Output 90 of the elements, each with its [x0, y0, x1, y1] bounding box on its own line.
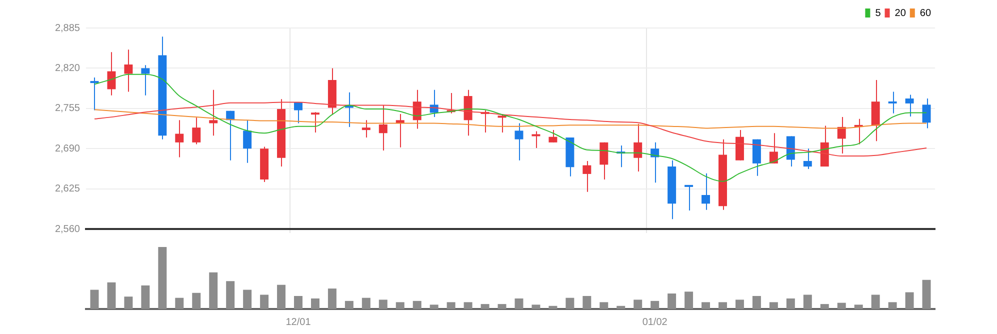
bar: [226, 281, 235, 309]
candlestick: [124, 49, 133, 92]
bar: [566, 298, 574, 309]
bar: [905, 292, 914, 309]
candlestick: [209, 89, 218, 136]
bar: [820, 304, 829, 309]
bar: [90, 290, 99, 309]
y-tick-label: 2,690: [54, 143, 80, 154]
bar: [378, 300, 388, 309]
bar: [362, 298, 370, 309]
bar: [548, 306, 558, 309]
bar: [888, 302, 897, 309]
bar: [582, 296, 592, 309]
candlestick: [498, 113, 506, 134]
bar: [803, 294, 812, 309]
bar: [260, 294, 269, 309]
x-tick-label: 12/01: [286, 316, 312, 328]
bar: [922, 280, 931, 309]
bar: [616, 306, 626, 309]
candlestick: [905, 94, 914, 117]
candlestick: [600, 142, 608, 180]
y-tick-label: 2,560: [54, 224, 80, 235]
bar: [107, 282, 116, 309]
candlestick: [107, 52, 116, 96]
candlestick: [634, 123, 642, 172]
y-tick-label: 2,625: [54, 184, 80, 195]
bar: [396, 302, 404, 309]
bar: [735, 300, 744, 309]
legend-label: 20: [894, 8, 906, 19]
candlestick: [378, 104, 388, 151]
candlestick: [141, 64, 150, 96]
bar: [498, 304, 506, 309]
bar: [480, 304, 490, 309]
bar: [718, 302, 727, 309]
legend-label: 5: [875, 8, 882, 19]
candlestick: [90, 76, 99, 111]
candlestick: [175, 120, 184, 158]
legend-label: 60: [920, 8, 932, 19]
candlestick: [888, 91, 897, 114]
bar: [412, 300, 422, 309]
bar: [464, 302, 472, 309]
bar: [769, 302, 778, 309]
candlestick: [294, 102, 302, 124]
x-tick-label: 01/02: [642, 316, 668, 328]
bar: [209, 272, 218, 309]
candlestick: [243, 120, 252, 164]
bar: [294, 296, 302, 309]
candlestick: [769, 132, 778, 164]
candlestick: [702, 172, 710, 210]
bar: [124, 296, 133, 309]
bar: [684, 292, 694, 309]
bar: [175, 298, 184, 309]
bar: [668, 294, 676, 309]
bar: [192, 292, 201, 309]
bar: [854, 304, 863, 309]
y-tick-label: 2,755: [54, 103, 80, 114]
bar: [871, 294, 880, 309]
candlestick: [582, 160, 592, 192]
bar: [650, 300, 660, 309]
bar: [430, 304, 438, 309]
y-tick-label: 2,820: [54, 62, 80, 74]
candlestick: [514, 122, 524, 161]
candlestick: [786, 136, 795, 168]
bar: [243, 290, 252, 309]
bar: [141, 285, 150, 309]
bar: [344, 300, 354, 309]
bar: [310, 298, 320, 309]
bar: [158, 247, 167, 309]
candlestick: [362, 120, 370, 138]
bar: [752, 296, 761, 309]
bar: [600, 302, 608, 309]
bar: [514, 298, 524, 309]
bar: [786, 298, 795, 309]
bar: [837, 302, 846, 309]
bar: [532, 304, 540, 309]
bar: [328, 288, 336, 309]
candlestick: [532, 130, 540, 148]
candlestick: [684, 184, 694, 211]
bar: [277, 284, 286, 309]
candlestick: [650, 142, 660, 184]
bar: [446, 302, 456, 309]
candlestick: [548, 130, 558, 143]
bar: [634, 300, 642, 309]
candlestick: [922, 98, 931, 129]
candlestick: [310, 112, 320, 134]
candlestick: [803, 148, 812, 170]
bar: [702, 302, 710, 309]
candlestick: [192, 117, 201, 145]
y-tick-label: 2,885: [54, 22, 80, 34]
candlestick: [735, 130, 744, 161]
